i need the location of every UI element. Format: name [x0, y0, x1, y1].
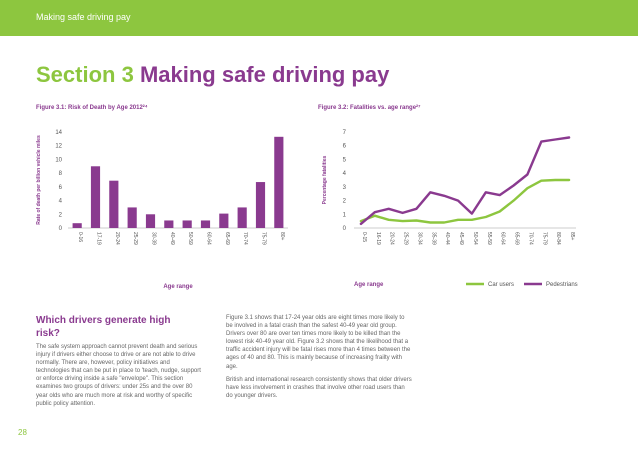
x-tick-label: 30-39 — [151, 232, 157, 245]
x-tick-label: 70-74 — [242, 232, 248, 245]
y-tick-label: 6 — [343, 144, 347, 150]
y-tick-label: 0 — [343, 226, 347, 232]
x-tick-label: 70-74 — [527, 232, 533, 245]
y-tick-label: 6 — [59, 185, 63, 191]
x-tick-label: 0-16 — [77, 232, 83, 242]
y-tick-label: 2 — [59, 212, 63, 218]
x-axis-label: Age range — [163, 284, 193, 290]
y-tick-label: 4 — [59, 199, 63, 205]
bar — [109, 180, 119, 228]
y-tick-label: 10 — [55, 157, 62, 163]
y-tick-label: 14 — [55, 130, 62, 136]
x-tick-label: 35-39 — [430, 232, 436, 245]
bar — [90, 166, 101, 228]
y-tick-label: 0 — [59, 226, 63, 232]
header-title: Making safe driving pay — [36, 12, 131, 22]
bar — [182, 220, 192, 228]
fatalities-line-chart: Percentage fatalities 0 1 2 3 4 5 6 7 0-15 16-19 20… — [322, 130, 578, 288]
main-paragraph-1: Figure 3.1 shows that 17-24 year olds ar… — [226, 315, 411, 370]
x-tick-label: 20-24 — [114, 232, 120, 245]
x-tick-label: 60-64 — [500, 232, 506, 245]
figure-3-2-title: Figure 3.2: Fatalities vs. age range²⁷ — [318, 105, 421, 111]
x-tick-label: 50-59 — [187, 232, 193, 245]
y-tick-label: 1 — [343, 212, 347, 218]
x-tick-label: 65-69 — [514, 232, 520, 245]
risk-of-death-bar-chart: Rate of death per billion vehicle miles 0… — [36, 130, 288, 290]
x-tick-label: 30-34 — [416, 232, 422, 245]
sidebar-heading: Which drivers generate high risk? — [36, 315, 171, 339]
sidebar-body: The safe system approach cannot prevent … — [36, 344, 201, 407]
y-axis-label: Rate of death per billion vehicle miles — [36, 135, 42, 225]
bar — [219, 213, 229, 228]
x-tick-label: 75-79 — [261, 232, 267, 245]
section-name: Making safe driving pay — [139, 62, 390, 87]
x-tick-label: 17-19 — [96, 232, 102, 245]
x-tick-label: 85+ — [569, 232, 575, 241]
x-tick-label: 65-69 — [224, 232, 230, 245]
bar — [145, 214, 156, 228]
x-tick-label: 16-19 — [375, 232, 381, 245]
y-tick-label: 5 — [343, 157, 347, 163]
figure-3-1-title: Figure 3.1: Risk of Death by Age 2012²⁴ — [36, 105, 148, 111]
x-tick-label: 20-24 — [389, 232, 395, 245]
bar — [164, 220, 174, 228]
x-tick-label: 25-29 — [132, 232, 138, 245]
x-tick-label: 75-79 — [541, 232, 547, 245]
series-line-car-users — [359, 178, 571, 224]
legend-label: Pedestrians — [546, 282, 578, 288]
bar — [255, 182, 266, 228]
x-tick-label: 40-44 — [444, 232, 450, 245]
x-tick-label: 80+ — [279, 232, 285, 241]
y-tick-label: 8 — [59, 171, 63, 177]
x-tick-label: 55-59 — [486, 232, 492, 245]
x-axis-label: Age range — [354, 282, 384, 288]
x-tick-label: 60-64 — [206, 232, 212, 245]
y-tick-label: 12 — [55, 144, 62, 150]
y-tick-label: 3 — [343, 185, 347, 191]
x-tick-label: 45-49 — [458, 232, 464, 245]
bar — [274, 136, 284, 228]
section-title: Section 3 Making safe driving pay — [36, 62, 389, 88]
x-tick-label: 25-29 — [403, 232, 409, 245]
bar — [237, 207, 247, 228]
series-line-pedestrians — [359, 136, 571, 226]
y-tick-label: 2 — [343, 199, 347, 205]
section-label: Section 3 — [36, 62, 134, 87]
main-body-text: Figure 3.1 shows that 17-24 year olds ar… — [226, 314, 412, 405]
bar — [200, 220, 211, 228]
y-axis-label: Percentage fatalities — [322, 155, 328, 204]
header-bar: Making safe driving pay — [0, 0, 638, 36]
y-tick-label: 4 — [343, 171, 347, 177]
x-tick-label: 40-49 — [169, 232, 175, 245]
x-tick-label: 50-54 — [472, 232, 478, 245]
y-tick-label: 7 — [343, 130, 347, 136]
page-number: 28 — [18, 428, 27, 437]
legend-label: Car users — [488, 282, 514, 288]
bar — [72, 223, 82, 228]
x-tick-label: 0-15 — [361, 232, 367, 242]
main-paragraph-2: British and international research consi… — [226, 376, 412, 399]
x-tick-label: 80-84 — [555, 232, 561, 245]
bar — [127, 207, 137, 228]
